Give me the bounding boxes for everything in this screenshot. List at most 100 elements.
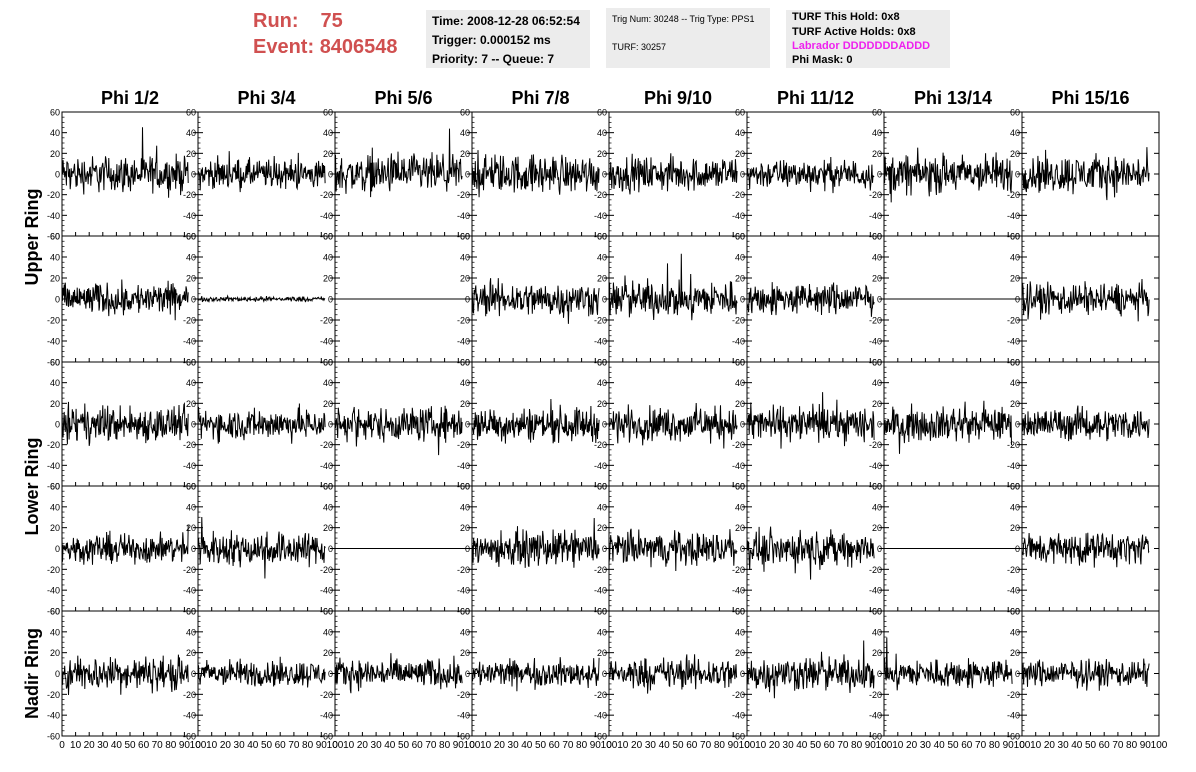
y-tick-label: 0 bbox=[602, 544, 607, 554]
y-tick-label: -40 bbox=[1007, 461, 1020, 471]
x-tick-label: 60 bbox=[549, 740, 561, 751]
x-tick-label: 10 bbox=[1030, 740, 1042, 751]
y-tick-label: 60 bbox=[735, 108, 745, 118]
ring-label: Nadir Ring bbox=[22, 628, 42, 719]
y-tick-label: 20 bbox=[872, 648, 882, 658]
y-tick-label: -20 bbox=[594, 690, 607, 700]
y-tick-label: 0 bbox=[191, 420, 196, 430]
y-tick-label: 20 bbox=[323, 523, 333, 533]
y-tick-label: -20 bbox=[183, 440, 196, 450]
x-tick-label: 90 bbox=[728, 740, 740, 751]
y-tick-label: 20 bbox=[735, 523, 745, 533]
waveform-trace bbox=[1021, 278, 1150, 322]
y-tick-label: 20 bbox=[323, 399, 333, 409]
x-tick-label: 90 bbox=[865, 740, 877, 751]
x-tick-label: 60 bbox=[412, 740, 424, 751]
y-tick-label: 40 bbox=[323, 378, 333, 388]
y-tick-label: -20 bbox=[320, 565, 333, 575]
x-tick-label: 30 bbox=[371, 740, 383, 751]
x-tick-label: 90 bbox=[1140, 740, 1152, 751]
y-tick-label: -60 bbox=[47, 232, 60, 242]
column-header: Phi 7/8 bbox=[511, 88, 569, 108]
x-tick-label: 60 bbox=[824, 740, 836, 751]
waveform-trace bbox=[883, 400, 1013, 454]
x-tick-label: 10 bbox=[617, 740, 629, 751]
y-tick-label: -20 bbox=[1007, 316, 1020, 326]
y-tick-label: 40 bbox=[460, 253, 470, 263]
y-tick-label: -20 bbox=[594, 316, 607, 326]
x-tick-label: 20 bbox=[84, 740, 96, 751]
y-tick-label: -60 bbox=[869, 732, 882, 742]
y-tick-label: -60 bbox=[183, 732, 196, 742]
y-tick-label: 40 bbox=[323, 627, 333, 637]
x-tick-label: 50 bbox=[261, 740, 273, 751]
x-tick-label: 0 bbox=[59, 740, 65, 751]
y-tick-label: 0 bbox=[1015, 669, 1020, 679]
y-tick-label: -40 bbox=[732, 211, 745, 221]
waveform-trace bbox=[1021, 405, 1150, 442]
y-tick-label: 60 bbox=[735, 358, 745, 368]
y-tick-label: 0 bbox=[740, 544, 745, 554]
x-tick-label: 10 bbox=[892, 740, 904, 751]
y-tick-label: -20 bbox=[183, 565, 196, 575]
event-value: 8406548 bbox=[319, 36, 398, 58]
y-tick-label: 0 bbox=[191, 544, 196, 554]
x-tick-label: 100 bbox=[190, 740, 207, 751]
y-tick-label: -40 bbox=[183, 211, 196, 221]
y-tick-label: -40 bbox=[183, 461, 196, 471]
waveform-trace bbox=[197, 516, 326, 579]
y-tick-label: 0 bbox=[877, 420, 882, 430]
event-label: Event: bbox=[253, 36, 315, 58]
y-tick-label: 40 bbox=[1010, 253, 1020, 263]
y-tick-label: 0 bbox=[602, 170, 607, 180]
x-tick-label: 70 bbox=[425, 740, 437, 751]
y-tick-label: -40 bbox=[457, 711, 470, 721]
column-header: Phi 3/4 bbox=[237, 88, 295, 108]
x-tick-label: 80 bbox=[1126, 740, 1138, 751]
y-tick-label: 20 bbox=[50, 523, 60, 533]
x-tick-label: 0 bbox=[606, 740, 612, 751]
y-tick-label: 0 bbox=[55, 170, 60, 180]
x-tick-label: 50 bbox=[947, 740, 959, 751]
x-tick-label: 10 bbox=[755, 740, 767, 751]
x-tick-label: 40 bbox=[521, 740, 533, 751]
x-tick-label: 100 bbox=[601, 740, 618, 751]
y-tick-label: -40 bbox=[1007, 711, 1020, 721]
y-tick-label: -40 bbox=[457, 211, 470, 221]
waveform-trace bbox=[471, 398, 600, 444]
y-tick-label: 20 bbox=[872, 149, 882, 159]
x-tick-label: 60 bbox=[1099, 740, 1111, 751]
y-tick-label: -20 bbox=[1007, 440, 1020, 450]
y-tick-label: 20 bbox=[597, 274, 607, 284]
x-tick-label: 90 bbox=[179, 740, 191, 751]
y-tick-label: 0 bbox=[1015, 295, 1020, 305]
y-tick-label: 60 bbox=[460, 482, 470, 492]
y-tick-label: -40 bbox=[594, 211, 607, 221]
y-tick-label: 0 bbox=[877, 544, 882, 554]
y-tick-label: 60 bbox=[1010, 358, 1020, 368]
event-row: Event: 8406548 bbox=[253, 34, 398, 60]
y-tick-label: 0 bbox=[602, 420, 607, 430]
y-tick-label: -40 bbox=[183, 711, 196, 721]
y-tick-label: 20 bbox=[50, 399, 60, 409]
y-tick-label: 20 bbox=[735, 399, 745, 409]
y-tick-label: -20 bbox=[183, 190, 196, 200]
y-tick-label: 40 bbox=[1010, 128, 1020, 138]
y-tick-label: -20 bbox=[183, 690, 196, 700]
labrador-text: Labrador DDDDDDDADDD bbox=[792, 40, 931, 52]
run-row: Run: 75 bbox=[253, 8, 398, 34]
y-tick-label: -60 bbox=[47, 482, 60, 492]
column-header: Phi 13/14 bbox=[914, 88, 992, 108]
turf-this-hold-text: TURF This Hold: 0x8 bbox=[792, 11, 900, 23]
waveform-trace bbox=[608, 654, 738, 694]
x-tick-label: 60 bbox=[686, 740, 698, 751]
waveform-trace bbox=[883, 637, 1013, 691]
y-tick-label: 20 bbox=[1010, 149, 1020, 159]
y-tick-label: 20 bbox=[460, 399, 470, 409]
y-tick-label: 0 bbox=[877, 295, 882, 305]
y-tick-label: -20 bbox=[47, 190, 60, 200]
x-tick-label: 70 bbox=[562, 740, 574, 751]
y-tick-label: -60 bbox=[1007, 732, 1020, 742]
y-tick-label: 40 bbox=[186, 378, 196, 388]
y-tick-label: 40 bbox=[186, 627, 196, 637]
